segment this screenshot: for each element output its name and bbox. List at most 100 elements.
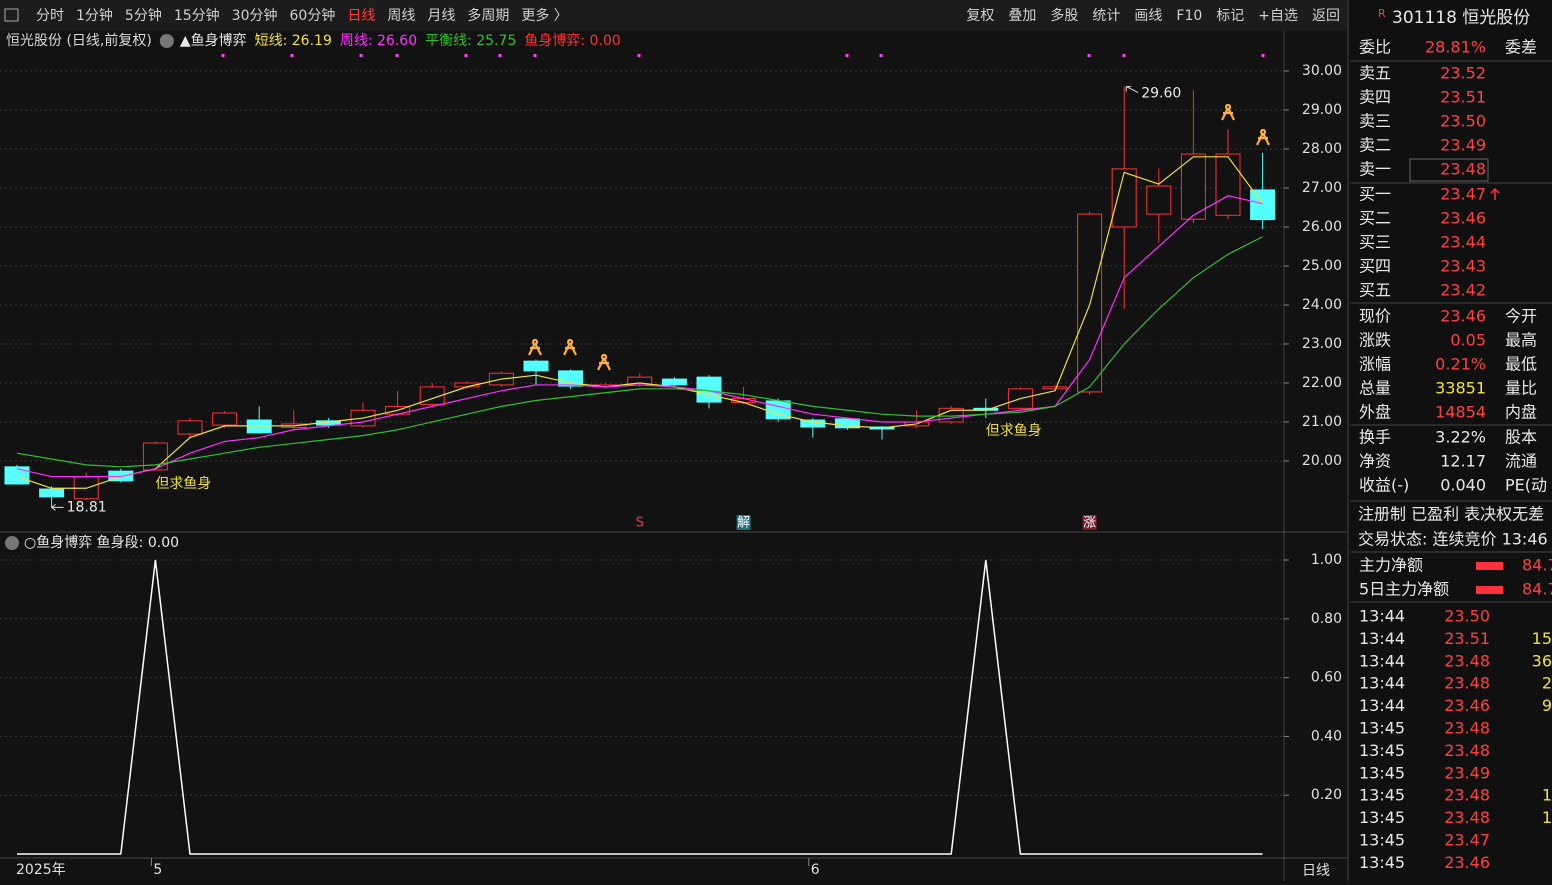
- label: 卖一: [1359, 160, 1391, 179]
- quote-value: 9: [1542, 696, 1552, 715]
- trade-time: 13:44: [1359, 674, 1405, 693]
- quote-value: 14854: [1435, 403, 1486, 422]
- signal: 解: [737, 516, 750, 531]
- flow-bar: [1476, 586, 1503, 594]
- menu-icon[interactable]: [4, 8, 19, 22]
- quote-value: 0.040: [1440, 476, 1486, 495]
- collapse-icon[interactable]: [159, 34, 174, 48]
- up-arrow: [1490, 187, 1500, 200]
- collapse-icon[interactable]: [5, 536, 19, 550]
- label: 最低: [1505, 355, 1537, 374]
- signal-bg: [1082, 515, 1097, 530]
- low-label: 18.81: [67, 499, 107, 515]
- period-tab[interactable]: 多周期: [467, 7, 509, 24]
- label: 量比: [1505, 379, 1537, 398]
- highlight: [1409, 158, 1489, 182]
- toolbar-button[interactable]: 画线: [1134, 8, 1162, 24]
- period-tab[interactable]: 1分钟: [76, 7, 113, 24]
- quote-value: 23.50: [1444, 607, 1490, 626]
- trade-time: 13:45: [1359, 741, 1405, 760]
- period-tab[interactable]: 15分钟: [174, 7, 220, 24]
- marker-dot: [498, 54, 502, 57]
- quote-value: 36: [1532, 651, 1552, 670]
- y-tick-label: 21.00: [1302, 414, 1342, 430]
- trade-time: 13:45: [1359, 808, 1405, 827]
- x-tick-label: 5: [153, 862, 162, 878]
- flow-bar: [1476, 562, 1503, 570]
- candle-body: [1215, 153, 1241, 216]
- label: 股本: [1505, 428, 1537, 447]
- label: 净资: [1359, 452, 1391, 471]
- marker-dot: [464, 54, 468, 57]
- period-tab[interactable]: 日线: [347, 8, 375, 24]
- indicator-name: ▲鱼身博弈: [180, 32, 247, 49]
- marker-dot: [845, 54, 849, 57]
- signal-bg: [736, 515, 751, 530]
- toolbar-button[interactable]: F10: [1176, 8, 1202, 24]
- marker-dot: [533, 54, 537, 57]
- quote-value: 23.42: [1440, 281, 1486, 300]
- chart-title: 恒光股份 (日线,前复权): [6, 32, 152, 49]
- period-tab[interactable]: 周线: [387, 8, 415, 24]
- period-tab[interactable]: 分时: [36, 8, 64, 24]
- period-tab[interactable]: 30分钟: [232, 7, 278, 24]
- arrow: [1125, 86, 1139, 94]
- quote-value: 23.46: [1444, 853, 1490, 872]
- y-tick-label: 25.00: [1302, 258, 1342, 274]
- label: 内盘: [1505, 403, 1537, 422]
- label: 买三: [1359, 233, 1391, 252]
- quote-value: 23.46: [1440, 209, 1486, 228]
- marker-dot: [1087, 54, 1091, 57]
- candle-body: [1250, 189, 1276, 221]
- quote-value: 23.48: [1444, 808, 1490, 827]
- quote-value: 23.47: [1440, 185, 1486, 204]
- quote-value: 23.48: [1444, 674, 1490, 693]
- label: 最高: [1505, 331, 1537, 350]
- status: 交易状态: 连续竞价 13:46: [1358, 530, 1548, 549]
- y-tick-label: 20.00: [1302, 453, 1342, 469]
- toolbar-button[interactable]: +自选: [1258, 8, 1298, 24]
- quote-value: 23.48: [1444, 786, 1490, 805]
- marker-dot: [1122, 54, 1126, 57]
- label: 现价: [1359, 307, 1391, 326]
- signal: 涨: [1083, 516, 1096, 531]
- legend-entry: 平衡线: 25.75: [425, 33, 516, 49]
- period-tab[interactable]: 5分钟: [125, 7, 162, 24]
- y-tick-label: 27.00: [1302, 180, 1342, 196]
- quote-value: 23.48: [1444, 741, 1490, 760]
- trade-time: 13:45: [1359, 763, 1405, 782]
- period-tab[interactable]: 60分钟: [290, 7, 336, 24]
- quote-value: 1: [1542, 808, 1552, 827]
- period-tab[interactable]: 月线: [427, 8, 455, 24]
- toolbar-button[interactable]: 统计: [1092, 8, 1120, 24]
- label: 外盘: [1359, 403, 1391, 422]
- label: 5日主力净额: [1359, 580, 1449, 599]
- candle-body: [661, 378, 687, 386]
- quote-value: 23.47: [1444, 831, 1490, 850]
- period-label[interactable]: 日线: [1302, 863, 1330, 879]
- trade-time: 13:45: [1359, 719, 1405, 738]
- quote-value: 23.50: [1440, 112, 1486, 131]
- toolbar-button[interactable]: 返回: [1312, 8, 1340, 24]
- toolbar: [0, 0, 1348, 31]
- trade-time: 13:44: [1359, 629, 1405, 648]
- quote-value: 84.7: [1522, 556, 1552, 575]
- quote-value: 23.49: [1444, 763, 1490, 782]
- toolbar-button[interactable]: 叠加: [1008, 8, 1036, 24]
- toolbar-button[interactable]: 复权: [966, 7, 994, 24]
- toolbar-button[interactable]: 标记: [1216, 8, 1244, 24]
- x-tick-label: 6: [811, 862, 820, 878]
- candle-body: [4, 466, 30, 485]
- trade-time: 13:45: [1359, 786, 1405, 805]
- trade-time: 13:44: [1359, 607, 1405, 626]
- toolbar-button[interactable]: 多股: [1050, 7, 1078, 24]
- content: 分时 1分钟 5分钟 15分钟 30分钟 60分钟 日线 周线 月线 多周期 更多 〉返回+自选标记…: [0, 7, 1552, 879]
- ma-line: [16, 156, 1264, 489]
- candle-body: [1180, 153, 1206, 220]
- legend-entry: 短线: 26.19: [255, 33, 332, 49]
- candle-body: [834, 418, 860, 429]
- marker-dot: [1261, 54, 1265, 57]
- signal-icon: [1221, 103, 1235, 121]
- period-tab[interactable]: 更多 〉: [521, 7, 567, 24]
